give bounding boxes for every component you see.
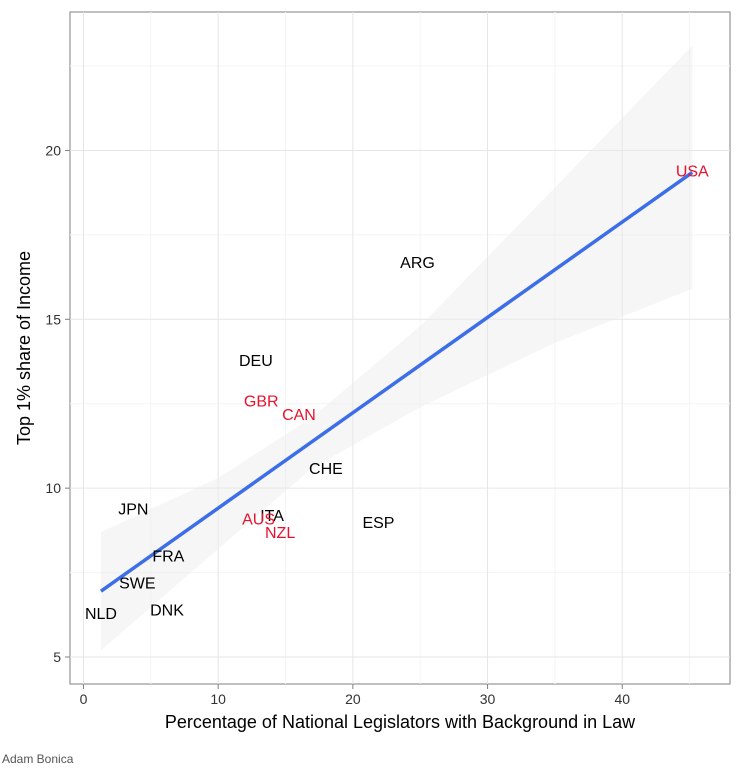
x-tick-label: 20: [345, 691, 361, 707]
confidence-band: [100, 45, 693, 651]
regression-line: [99, 170, 694, 593]
x-tick-label: 30: [480, 691, 496, 707]
x-tick-label: 0: [80, 691, 88, 707]
y-tick-label: 5: [53, 649, 61, 665]
credit-text: Adam Bonica: [2, 752, 74, 766]
point-label-usa: USA: [676, 164, 709, 181]
point-label-deu: DEU: [239, 353, 273, 370]
point-label-ita: ITA: [260, 508, 284, 525]
point-label-swe: SWE: [119, 576, 155, 593]
y-axis-title: Top 1% share of Income: [14, 251, 34, 445]
major-gridlines: [70, 12, 730, 684]
point-label-can: CAN: [282, 407, 316, 424]
point-label-nzl: NZL: [265, 525, 295, 542]
point-label-aus: AUS: [242, 512, 275, 529]
x-tick-label: 40: [614, 691, 630, 707]
y-tick-label: 20: [45, 142, 61, 158]
point-label-nld: NLD: [85, 606, 117, 623]
point-label-arg: ARG: [400, 255, 435, 272]
y-axis-ticks: 5 10 15 20: [45, 142, 70, 665]
y-tick-label: 15: [45, 311, 61, 327]
x-axis-ticks: 0 10 20 30 40: [80, 684, 630, 707]
x-tick-label: 10: [210, 691, 226, 707]
point-label-fra: FRA: [152, 549, 184, 566]
point-label-esp: ESP: [362, 515, 394, 532]
plot-panel: [69, 11, 731, 685]
minor-gridlines: [70, 12, 730, 684]
x-axis-title: Percentage of National Legislators with …: [165, 712, 636, 732]
point-label-che: CHE: [309, 461, 343, 478]
point-label-gbr: GBR: [244, 393, 279, 410]
point-label-dnk: DNK: [150, 603, 184, 620]
y-tick-label: 10: [45, 480, 61, 496]
point-label-jpn: JPN: [118, 501, 148, 518]
